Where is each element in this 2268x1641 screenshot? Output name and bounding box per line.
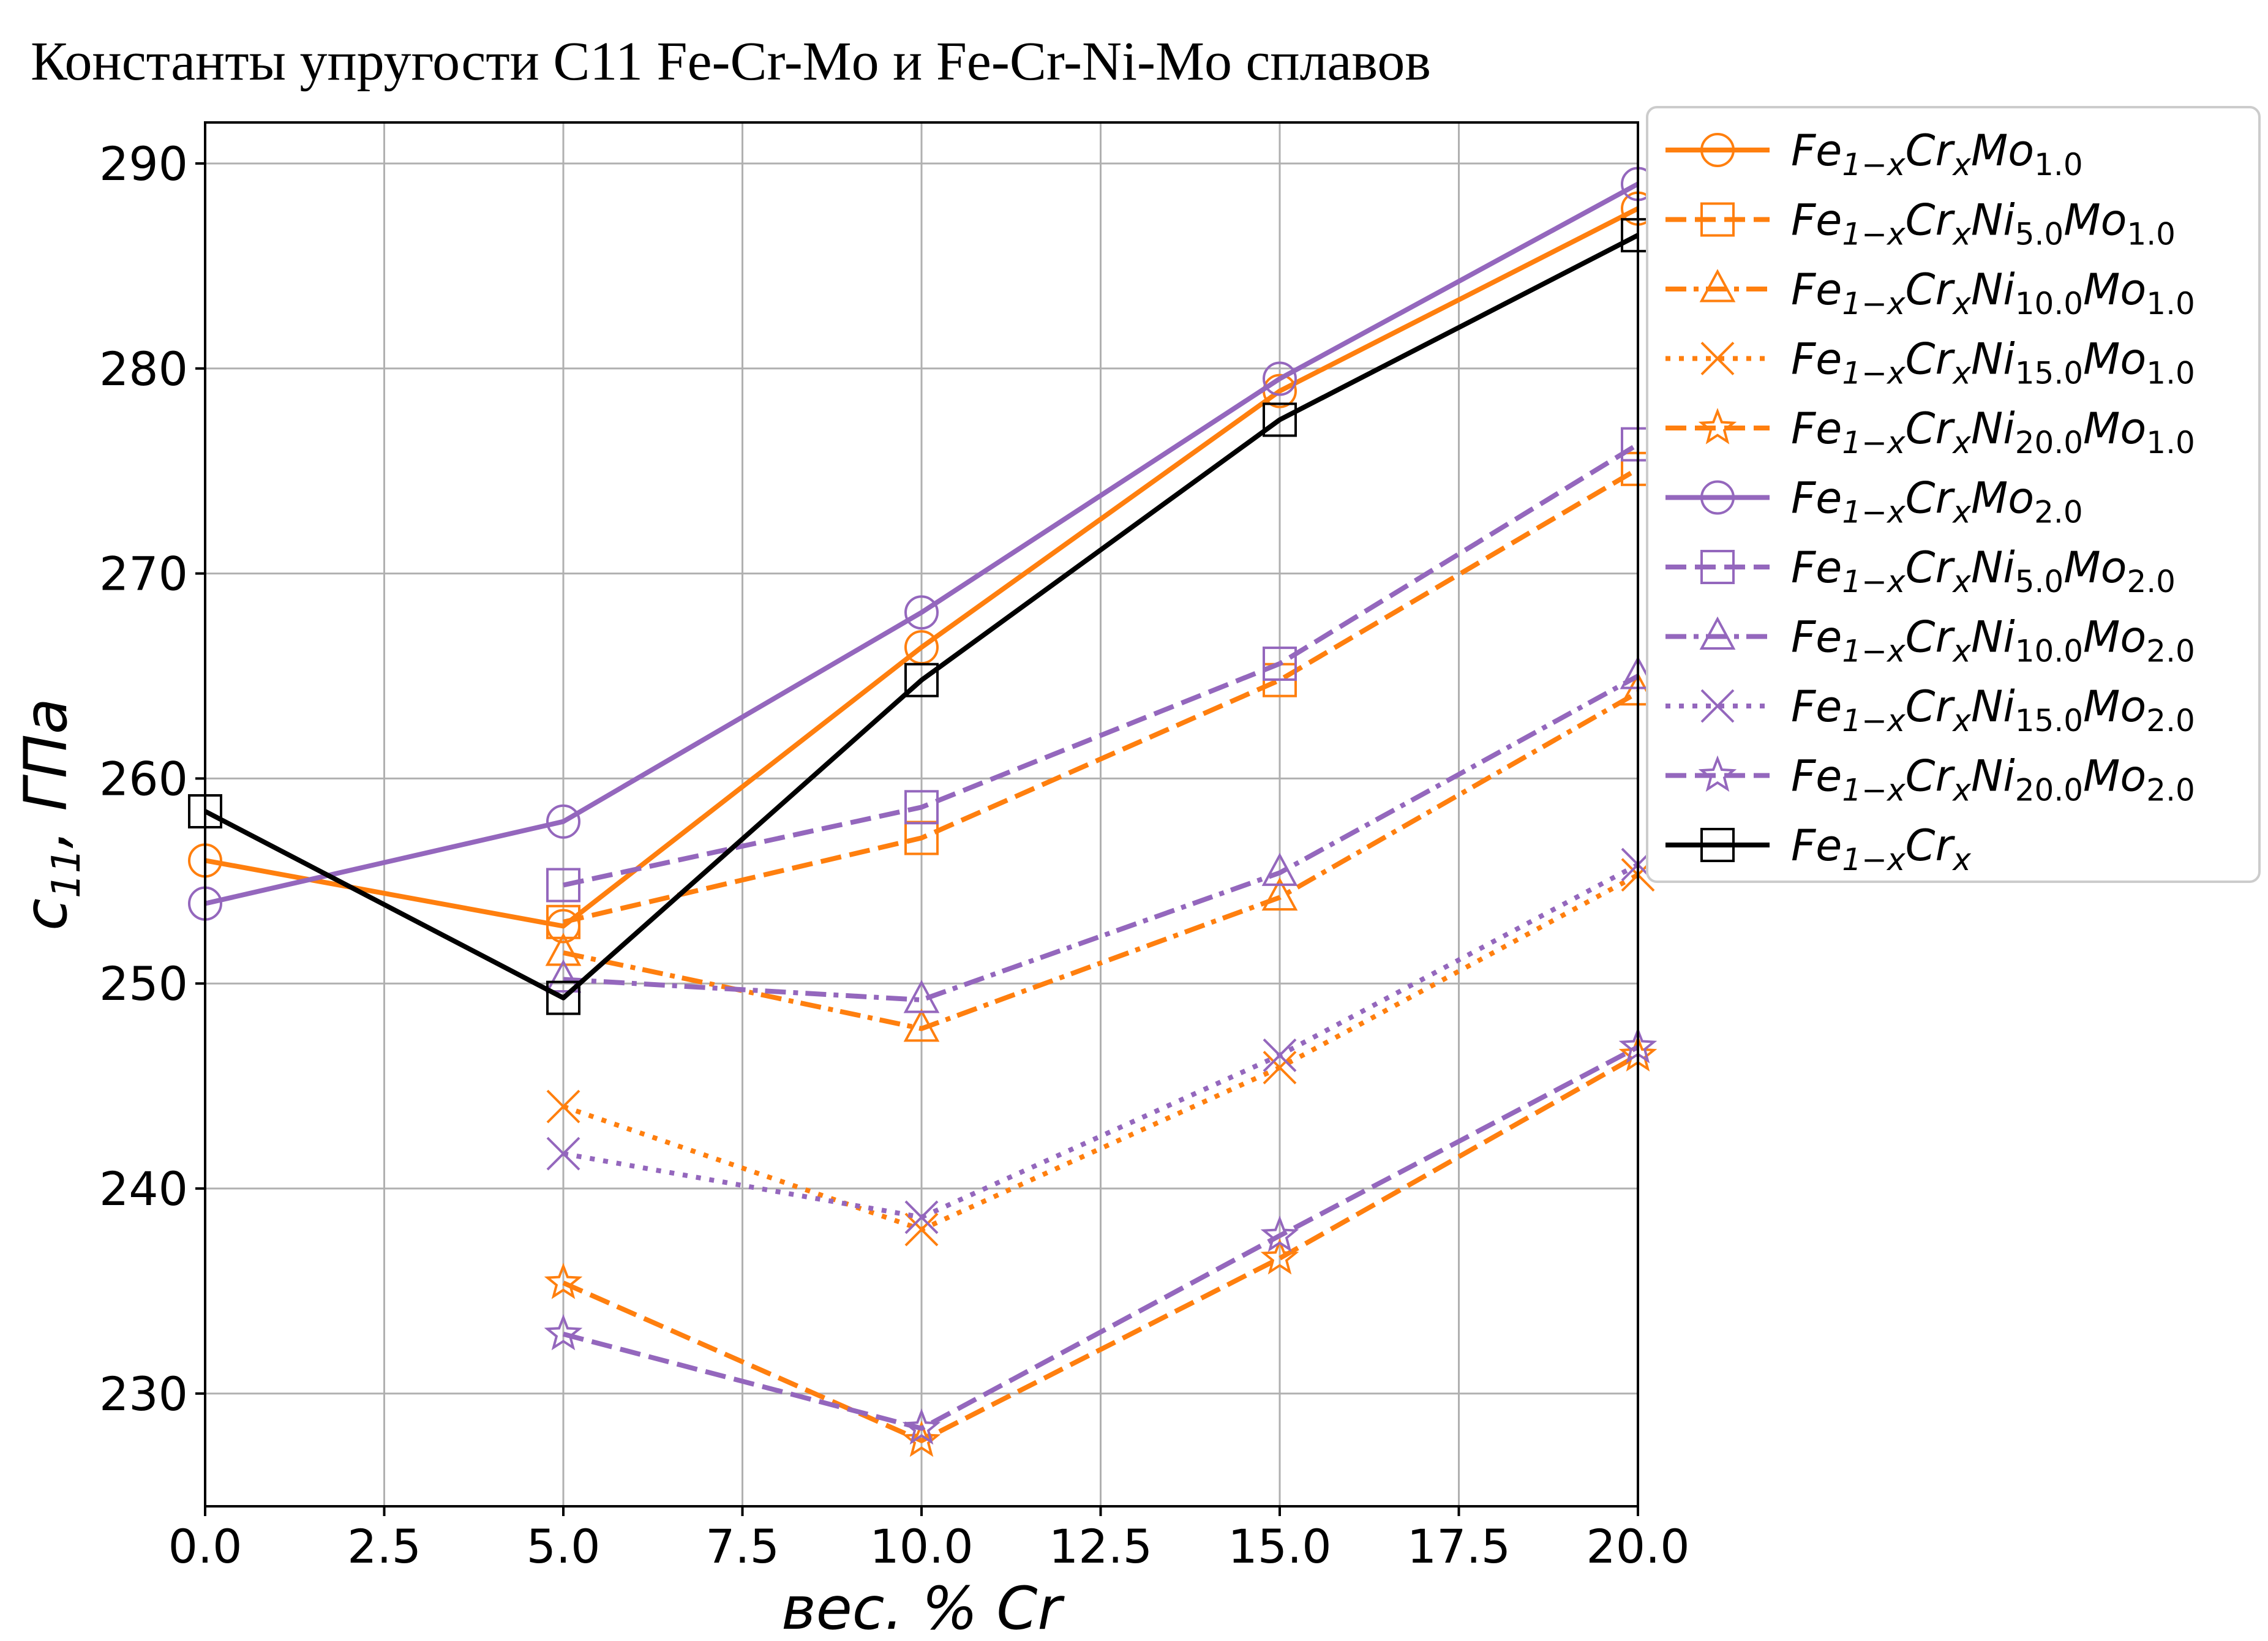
legend-entry: Fe1−xCrxNi20.0Mo1.0 [1665, 404, 2195, 460]
legend-marker [1700, 689, 1735, 723]
y-tick-label: 240 [99, 1162, 188, 1216]
data-point [904, 663, 939, 697]
legend-marker [1700, 342, 1735, 375]
legend-entry: Fe1−xCrxNi15.0Mo1.0 [1665, 334, 2195, 391]
x-tick-label: 0.0 [168, 1519, 242, 1574]
legend-entry: Fe1−xCrxNi5.0Mo2.0 [1665, 543, 2176, 599]
series-11 [188, 218, 1655, 1015]
x-tick-label: 20.0 [1586, 1519, 1689, 1574]
data-point [546, 868, 580, 903]
legend-marker [1700, 133, 1735, 167]
legend-entry: Fe1−xCrxNi10.0Mo2.0 [1665, 612, 2195, 669]
legend-entry: Fe1−xCrx [1665, 820, 1971, 877]
legend-label: Fe1−xCrxNi10.0Mo1.0 [1791, 265, 2195, 321]
data-point [1263, 361, 1297, 396]
legend-label: Fe1−xCrxNi20.0Mo1.0 [1791, 404, 2195, 460]
legend-marker [1699, 269, 1736, 302]
y-axis: 230 240 250 260 270 280 290 [99, 137, 205, 1421]
data-point [1263, 402, 1297, 437]
legend-entry: Fe1−xCrxNi10.0Mo1.0 [1665, 265, 2195, 321]
series-line [204, 233, 1639, 1001]
series-line [563, 690, 1639, 1031]
legend-marker [1700, 828, 1735, 862]
svg-text:c11, ГПа: c11, ГПа [12, 698, 89, 931]
legend-label: Fe1−xCrxNi5.0Mo1.0 [1791, 195, 2176, 252]
y-tick-label: 250 [99, 956, 188, 1011]
legend-entry: Fe1−xCrxMo1.0 [1665, 126, 2083, 182]
data-point [545, 959, 582, 993]
data-point [1263, 1038, 1297, 1072]
legend-marker [1699, 616, 1736, 650]
series-line [562, 873, 1639, 1232]
data-point [904, 1212, 939, 1247]
data-point [546, 1136, 580, 1171]
series-line [563, 467, 1640, 925]
legend-entry: Fe1−xCrxNi5.0Mo1.0 [1665, 195, 2176, 252]
data-point [904, 595, 939, 630]
y-tick-label: 270 [99, 547, 188, 601]
data-point [1260, 1215, 1299, 1252]
data-point [544, 1263, 583, 1299]
data-point [904, 1200, 939, 1234]
data-point [1261, 877, 1298, 911]
series-line [563, 862, 1639, 1220]
legend-label: Fe1−xCrxMo1.0 [1791, 126, 2083, 182]
series-line [205, 206, 1639, 929]
grid [204, 122, 1639, 1506]
x-tick-label: 15.0 [1228, 1519, 1331, 1574]
series-line [205, 181, 1639, 906]
series-line [563, 442, 1640, 888]
data-point [903, 980, 940, 1013]
x-axis-label: вес. % Cr [781, 1574, 1065, 1641]
chart-title: Константы упругости C11 Fe-Cr-Mo и Fe-Cr… [31, 31, 1431, 92]
x-tick-label: 2.5 [347, 1519, 421, 1574]
x-tick-label: 17.5 [1407, 1519, 1511, 1574]
legend-marker [1698, 755, 1737, 792]
legend-marker [1698, 408, 1737, 445]
series-line [562, 1053, 1639, 1443]
legend-label: Fe1−xCrxNi20.0Mo2.0 [1791, 751, 2195, 808]
data-point [546, 804, 580, 839]
legend-entry: Fe1−xCrxMo2.0 [1665, 473, 2083, 530]
x-tick-label: 10.0 [869, 1519, 973, 1574]
x-tick-label: 7.5 [705, 1519, 779, 1574]
legend: Fe1−xCrxMo1.0 Fe1−xCrxNi5.0Mo1.0 Fe1−xCrxN… [1646, 106, 2261, 883]
data-point [546, 980, 580, 1015]
legend-entry: Fe1−xCrxNi20.0Mo2.0 [1665, 751, 2195, 808]
data-point [1263, 1051, 1297, 1084]
y-axis-label: c11, ГПа [12, 698, 89, 931]
x-tick-label: 5.0 [527, 1519, 601, 1574]
data-point [546, 1089, 580, 1124]
data-point [903, 1008, 940, 1042]
data-point [902, 1421, 941, 1457]
data-point [1260, 1238, 1299, 1275]
y-tick-label: 230 [99, 1367, 188, 1421]
legend-label: Fe1−xCrxNi5.0Mo2.0 [1791, 543, 2176, 599]
data-point [902, 1408, 941, 1445]
y-tick-label: 280 [99, 342, 188, 396]
legend-marker [1700, 480, 1735, 515]
legend-label: Fe1−xCrxNi15.0Mo1.0 [1791, 334, 2195, 391]
data-point [1261, 852, 1298, 886]
x-tick-label: 12.5 [1049, 1519, 1152, 1574]
y-tick-label: 290 [99, 137, 188, 191]
legend-marker [1700, 202, 1735, 237]
data-point [546, 904, 580, 939]
legend-label: Fe1−xCrx [1791, 820, 1971, 877]
legend-entry: Fe1−xCrxNi15.0Mo2.0 [1665, 682, 2195, 738]
legend-label: Fe1−xCrxNi10.0Mo2.0 [1791, 612, 2195, 669]
legend-box [1646, 106, 2261, 883]
y-tick-label: 260 [99, 751, 188, 806]
data-point [545, 933, 582, 966]
series-line [563, 674, 1639, 1002]
legend-label: Fe1−xCrxMo2.0 [1791, 473, 2083, 530]
x-axis: 0.0 2.5 5.0 7.5 10.0 12.5 15.0 17.5 20.0 [168, 1506, 1690, 1574]
legend-label: Fe1−xCrxNi15.0Mo2.0 [1791, 682, 2195, 738]
series-line [562, 1045, 1639, 1431]
data-point [1263, 646, 1297, 681]
data-point [544, 1313, 583, 1351]
legend-marker [1700, 550, 1735, 584]
data-point [904, 790, 939, 825]
